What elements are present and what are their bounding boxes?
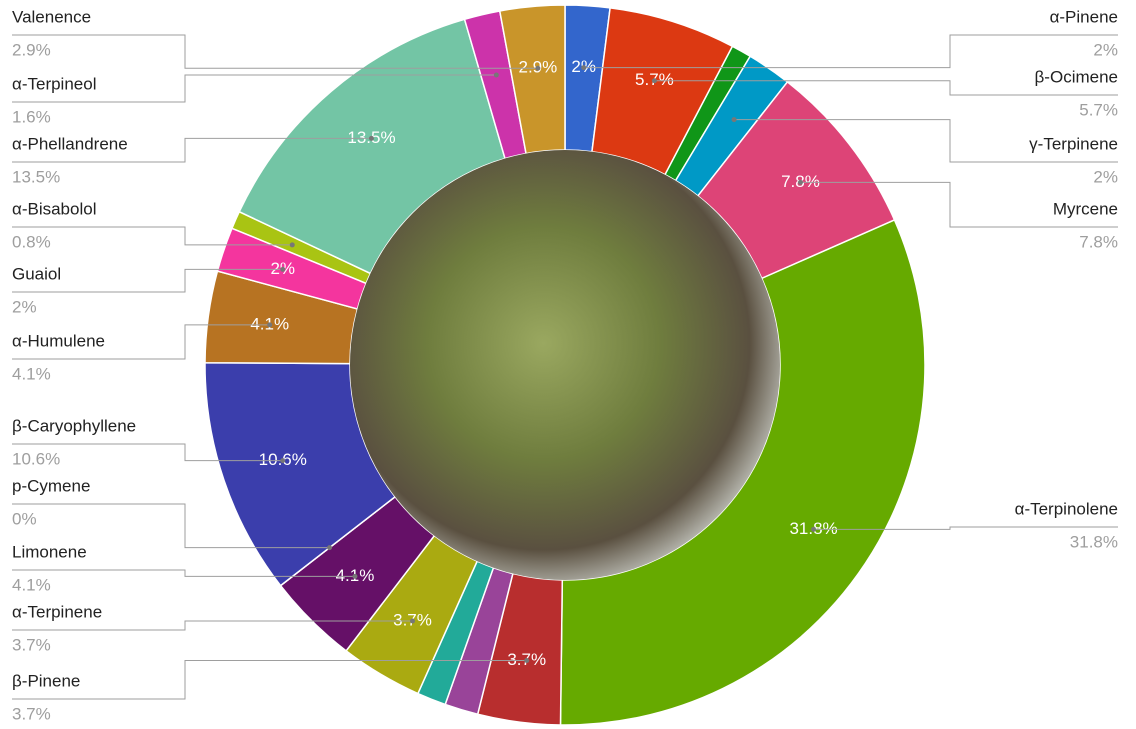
legend-name: β-Ocimene: [1035, 67, 1118, 86]
leader-line: [12, 74, 497, 103]
legend-name: α-Humulene: [12, 331, 105, 350]
leader-dot: [797, 179, 803, 185]
leader-dot: [280, 458, 286, 464]
legend-value: 0%: [12, 509, 37, 528]
legend-value: 3.7%: [12, 635, 51, 654]
legend-value: 2.9%: [12, 40, 51, 59]
leader-dot: [352, 573, 358, 579]
leader-line: [12, 137, 372, 163]
leader-dot: [267, 322, 273, 328]
legend-name: γ-Terpinene: [1029, 134, 1118, 153]
leader-dot: [535, 65, 541, 71]
legend-value: 3.7%: [12, 704, 51, 723]
legend-name: p-Cymene: [12, 476, 90, 495]
leader-line: [12, 34, 538, 69]
leader-line: [12, 660, 527, 700]
leader-dot: [731, 117, 737, 123]
leader-line: [654, 80, 1118, 96]
legend-value: 31.8%: [1070, 532, 1118, 551]
legend-name: α-Terpinene: [12, 602, 102, 621]
legend-name: Myrcene: [1053, 199, 1118, 218]
leader-line: [12, 503, 330, 549]
leader-dot: [651, 78, 657, 84]
legend-value: 4.1%: [12, 364, 51, 383]
legend-value: 0.8%: [12, 232, 51, 251]
legend-value: 1.6%: [12, 107, 51, 126]
legend-value: 10.6%: [12, 449, 60, 468]
legend-name: Limonene: [12, 542, 87, 561]
legend-value: 2%: [12, 297, 37, 316]
leader-line: [12, 324, 270, 360]
leader-line: [583, 34, 1118, 69]
legend-name: β-Caryophyllene: [12, 416, 136, 435]
legend-name: α-Pinene: [1050, 7, 1118, 26]
leader-dot: [368, 135, 374, 141]
leader-line: [800, 181, 1118, 228]
legend-name: Valenence: [12, 7, 91, 26]
leader-line: [12, 569, 355, 577]
leader-dot: [289, 242, 295, 248]
legend-name: β-Pinene: [12, 671, 80, 690]
leader-line: [12, 620, 413, 631]
leader-dot: [280, 266, 286, 272]
leader-line: [12, 443, 283, 462]
legend-value: 5.7%: [1079, 100, 1118, 119]
legend-name: α-Phellandrene: [12, 134, 128, 153]
leader-dot: [581, 65, 587, 71]
legend-name: α-Terpineol: [12, 74, 96, 93]
leader-dot: [410, 618, 416, 624]
leader-dot: [493, 72, 499, 78]
legend-value: 7.8%: [1079, 232, 1118, 251]
legend-name: Guaiol: [12, 264, 61, 283]
legend-value: 13.5%: [12, 167, 60, 186]
center-photo: [350, 150, 780, 580]
leader-line: [12, 226, 293, 246]
legend-value: 4.1%: [12, 575, 51, 594]
leader-dot: [524, 658, 530, 664]
leader-dot: [811, 526, 817, 532]
legend-value: 2%: [1093, 40, 1118, 59]
leader-line: [12, 268, 283, 293]
legend-value: 2%: [1093, 167, 1118, 186]
leader-dot: [327, 545, 333, 551]
legend-name: α-Terpinolene: [1015, 499, 1118, 518]
legend-name: α-Bisabolol: [12, 199, 96, 218]
leader-line: [734, 119, 1118, 163]
leader-line: [813, 526, 1118, 530]
